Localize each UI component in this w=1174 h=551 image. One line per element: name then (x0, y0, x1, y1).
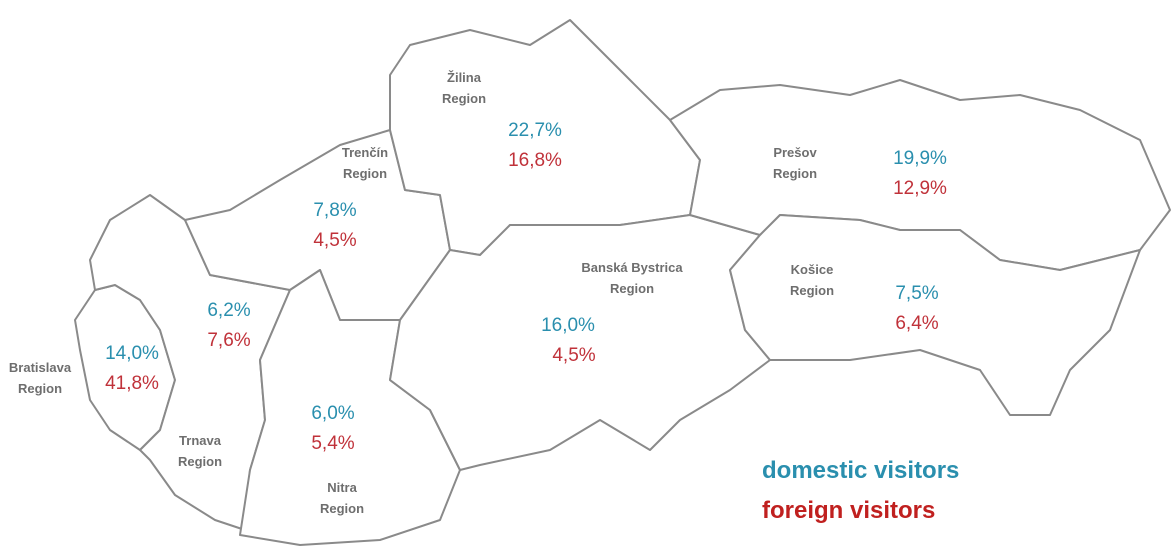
region-name: Trnava (179, 433, 222, 448)
banska-bystrica-border (389, 214, 771, 471)
region-name: Trenčín (342, 145, 388, 160)
region-name: Region (442, 91, 486, 106)
domestic-share: 7,5% (895, 283, 938, 304)
region-borders (74, 19, 1171, 546)
region-name: Region (320, 501, 364, 516)
nitra-border (239, 269, 461, 546)
domestic-share: 16,0% (541, 315, 595, 336)
region-name: Prešov (773, 145, 817, 160)
foreign-share: 7,6% (207, 330, 250, 351)
foreign-share: 5,4% (311, 433, 354, 454)
foreign-share: 6,4% (895, 313, 938, 334)
region-name: Banská Bystrica (581, 260, 683, 275)
region-name: Košice (791, 262, 834, 277)
foreign-share: 4,5% (552, 345, 595, 366)
region-name: Region (178, 454, 222, 469)
region-name: Nitra (327, 480, 357, 495)
foreign-share: 12,9% (893, 178, 947, 199)
region-name: Region (790, 283, 834, 298)
foreign-share: 16,8% (508, 150, 562, 171)
region-name: Region (610, 281, 654, 296)
legend-foreign: foreign visitors (762, 497, 935, 524)
region-name: Region (773, 166, 817, 181)
foreign-share: 41,8% (105, 373, 159, 394)
region-name: Žilina (447, 70, 482, 85)
domestic-share: 6,2% (207, 300, 250, 321)
domestic-share: 22,7% (508, 120, 562, 141)
region-name: Bratislava (9, 360, 72, 375)
legend-domestic: domestic visitors (762, 457, 959, 484)
domestic-share: 7,8% (313, 200, 356, 221)
region-name: Region (343, 166, 387, 181)
domestic-share: 19,9% (893, 148, 947, 169)
kosice-border (729, 214, 1141, 416)
domestic-share: 6,0% (311, 403, 354, 424)
foreign-share: 4,5% (313, 230, 356, 251)
region-name: Region (18, 381, 62, 396)
domestic-share: 14,0% (105, 343, 159, 364)
